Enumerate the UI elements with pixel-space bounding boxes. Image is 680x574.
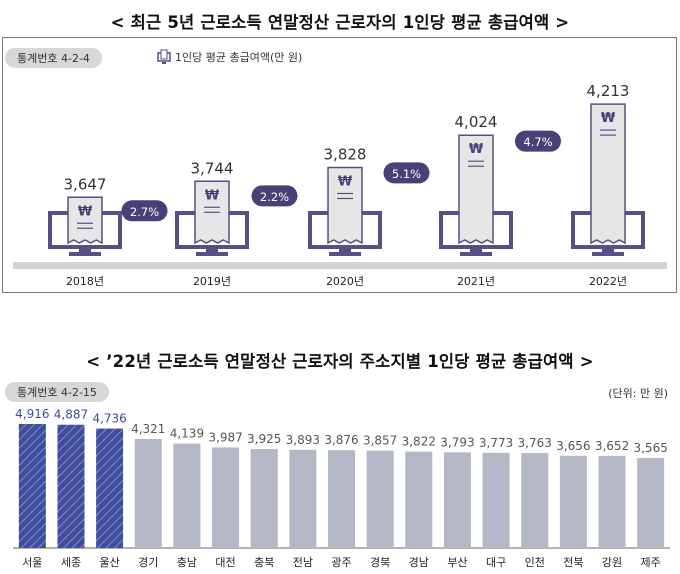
region-bar [443, 452, 471, 548]
highlight-bar [96, 428, 124, 548]
category-label: 2020년 [326, 275, 364, 288]
bottom-chart-title: < ’22년 근로소득 연말정산 근로자의 주소지별 1인당 평균 총급여액 > [86, 352, 594, 371]
stat-number-badge-bottom: 통계번호 4-2-15 [5, 382, 109, 402]
value-label: 3,876 [324, 433, 358, 447]
yearly-average-pay-chart: ₩3,647 2018년 ₩3,744 2019년 ₩3,828 2020년 ₩4,024 2… [13, 82, 667, 288]
region-bar [559, 455, 587, 548]
monitor-base [592, 252, 624, 256]
receipt-bar [327, 166, 363, 245]
category-label: 경기 [138, 556, 158, 569]
category-label: 충북 [254, 556, 274, 569]
value-label: 3,822 [402, 435, 436, 449]
value-label: 3,857 [363, 434, 397, 448]
category-label: 2019년 [193, 275, 231, 288]
region-bar [366, 450, 394, 548]
category-label: 대전 [215, 556, 235, 569]
category-label: 인천 [525, 555, 545, 569]
top-chart-legend: 1인당 평균 총급여액(만 원) [157, 49, 302, 65]
value-label: 3,773 [479, 436, 513, 450]
growth-pill [251, 185, 298, 207]
value-label: 3,828 [324, 145, 367, 163]
monitor-base [460, 252, 492, 256]
category-label: 서울 [22, 556, 42, 569]
stat-number-badge-top: 통계번호 4-2-4 [5, 48, 102, 68]
value-label: 4,887 [54, 408, 88, 422]
category-label: 세종 [61, 556, 81, 569]
region-bar [598, 455, 626, 548]
value-label: 3,744 [191, 159, 234, 177]
x-axis-band [13, 262, 667, 269]
category-label: 부산 [447, 556, 467, 569]
value-label: 4,139 [170, 427, 204, 441]
receipt-bar [590, 103, 626, 245]
monitor-base [69, 252, 101, 256]
monitor-receipt-legend-icon [157, 49, 171, 64]
region-bar [289, 449, 317, 548]
category-label: 2022년 [589, 275, 627, 288]
value-label: 4,024 [455, 113, 498, 131]
receipt-bar [458, 134, 494, 245]
category-label: 울산 [99, 556, 119, 569]
monitor-stand [79, 247, 91, 253]
category-label: 전북 [563, 556, 583, 569]
growth-pill [515, 130, 561, 152]
region-bar [328, 450, 355, 548]
value-label: 4,213 [587, 82, 630, 100]
monitor-base [329, 252, 361, 256]
won-symbol: ₩ [205, 188, 220, 203]
monitor-stand [206, 247, 218, 253]
won-symbol: ₩ [338, 174, 353, 189]
won-symbol: ₩ [601, 111, 616, 126]
top-chart-title: < 최근 5년 근로소득 연말정산 근로자의 1인당 평균 총급여액 > [110, 13, 570, 32]
category-label: 경남 [409, 556, 429, 569]
monitor-stand [470, 247, 482, 253]
value-label: 3,656 [556, 439, 590, 453]
region-bar [637, 458, 665, 548]
region-bar [134, 439, 162, 548]
region-bar [482, 452, 510, 548]
growth-pill [121, 200, 168, 222]
growth-pill [383, 162, 430, 184]
value-label: 3,647 [64, 175, 107, 193]
value-label: 3,893 [286, 433, 320, 447]
legend-label: 1인당 평균 총급여액(만 원) [175, 51, 303, 64]
value-label: 3,793 [440, 435, 474, 449]
receipt-bar [67, 196, 103, 245]
value-label: 3,987 [208, 430, 242, 444]
monitor-stand [602, 247, 614, 253]
category-label: 강원 [602, 556, 622, 569]
growth-label: 4.7% [523, 135, 552, 149]
growth-label: 2.2% [260, 190, 289, 204]
monitor-stand [339, 247, 351, 253]
value-label: 4,916 [15, 407, 49, 421]
unit-label: (단위: 만 원) [608, 387, 668, 400]
highlight-bar [57, 424, 85, 548]
value-label: 3,565 [633, 441, 667, 455]
highlight-bar [18, 424, 46, 548]
category-label: 제주 [641, 556, 661, 569]
value-label: 4,321 [131, 422, 165, 436]
category-label: 2021년 [457, 275, 495, 288]
region-bar [250, 448, 278, 548]
region-bar [173, 443, 201, 548]
category-label: 광주 [331, 556, 351, 569]
growth-label: 5.1% [392, 167, 421, 181]
category-label: 대구 [486, 556, 506, 569]
region-bar [521, 453, 549, 548]
category-label: 경북 [370, 556, 390, 569]
won-symbol: ₩ [469, 142, 484, 157]
region-bar [405, 451, 433, 548]
value-label: 3,925 [247, 432, 281, 446]
monitor-base [196, 252, 228, 256]
value-label: 3,763 [518, 436, 552, 450]
value-label: 3,652 [595, 439, 629, 453]
region-bar [212, 447, 240, 548]
category-label: 충남 [177, 556, 197, 569]
value-label: 4,736 [92, 412, 126, 426]
growth-label: 2.7% [130, 205, 159, 219]
won-symbol: ₩ [78, 204, 93, 219]
category-label: 전남 [293, 556, 313, 569]
category-label: 2018년 [66, 275, 104, 288]
